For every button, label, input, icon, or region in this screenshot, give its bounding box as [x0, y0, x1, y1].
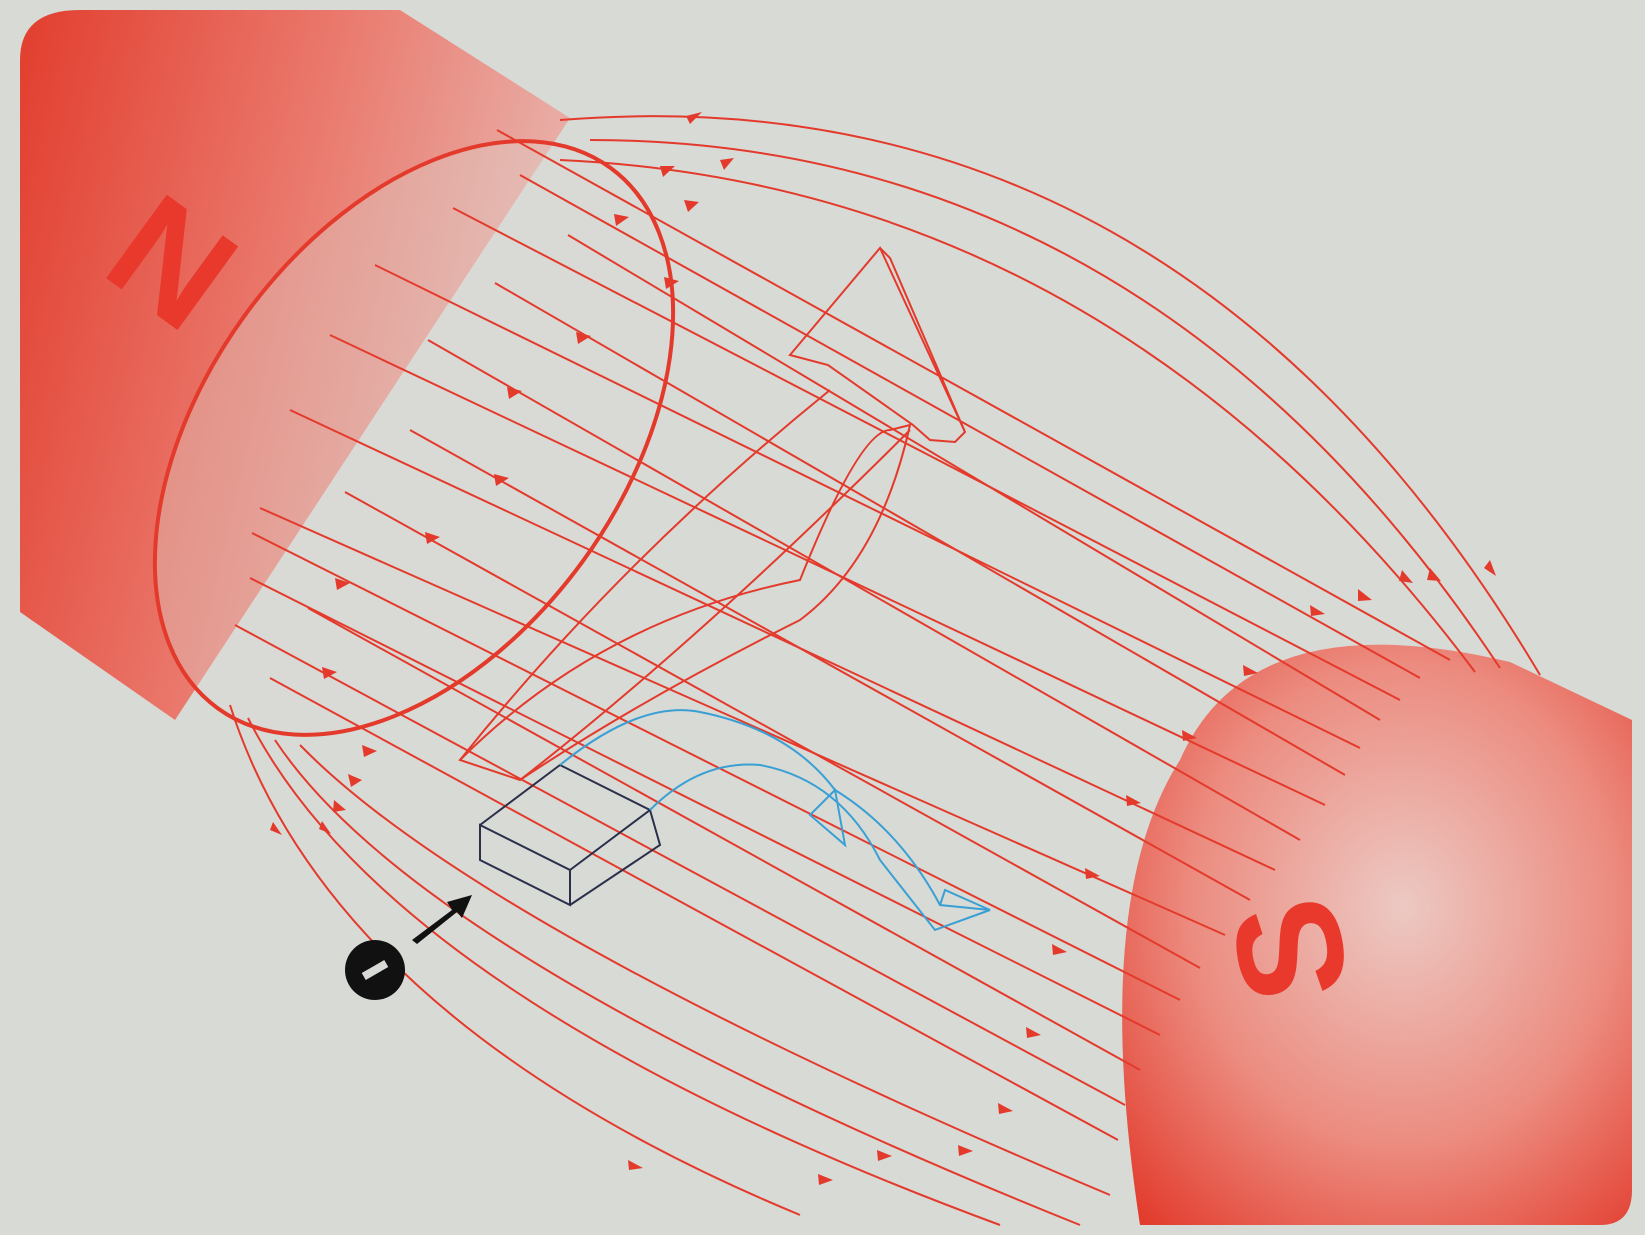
arrow-right-icon — [412, 895, 472, 944]
north-magnet — [20, 10, 676, 737]
magnetic-field-lines — [229, 112, 1541, 1226]
current-path-arrow — [559, 709, 991, 932]
electron — [345, 895, 472, 1000]
north-pole-face — [152, 139, 676, 737]
conductor-bar — [479, 763, 662, 907]
force-arrow — [458, 246, 967, 782]
south-magnet — [1122, 644, 1632, 1225]
